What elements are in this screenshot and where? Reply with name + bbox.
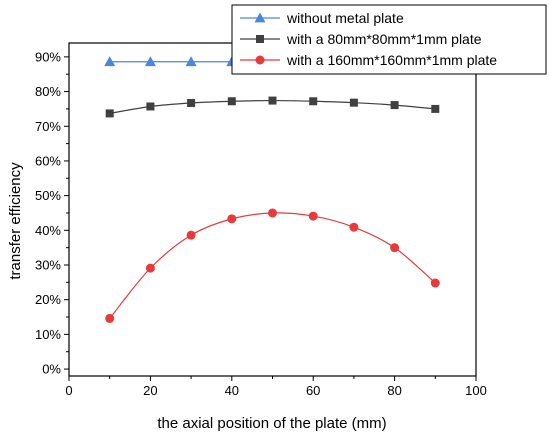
data-point <box>431 104 440 113</box>
data-point <box>349 98 358 107</box>
data-point <box>104 56 116 67</box>
y-tick-label: 20% <box>35 292 61 307</box>
data-point <box>268 96 277 105</box>
series-layer <box>104 56 441 323</box>
legend-label: with a 160mm*160mm*1mm plate <box>286 52 497 68</box>
data-point <box>144 56 156 67</box>
series-3 <box>105 208 440 323</box>
axes: 0 20 40 60 80 100 0% 10% 20% 30% 40% 50% 60% 70% 80% 90… <box>35 42 487 398</box>
legend-box <box>231 4 547 75</box>
data-point <box>390 101 399 110</box>
data-point <box>187 99 196 108</box>
data-point <box>309 97 318 106</box>
data-point <box>227 97 236 106</box>
data-point <box>227 214 237 224</box>
data-point <box>186 230 196 240</box>
series-line <box>109 212 436 319</box>
legend-marker <box>254 12 266 23</box>
y-axis-title: transfer efficiency <box>7 162 24 280</box>
y-tick-label: 10% <box>35 327 61 342</box>
x-tick-label: 80 <box>387 383 401 398</box>
data-point <box>268 208 277 218</box>
legend-marker <box>256 35 264 43</box>
legend-item-2: with a 80mm*80mm*1mm plate <box>240 31 482 47</box>
legend-label: without metal plate <box>286 10 404 26</box>
x-axis-title: the axial position of the plate (mm) <box>157 415 386 432</box>
x-tick-label: 60 <box>306 383 320 398</box>
y-tick-label: 90% <box>35 49 61 64</box>
data-point <box>146 102 155 111</box>
legend-label: with a 80mm*80mm*1mm plate <box>286 31 482 47</box>
data-point <box>430 278 440 288</box>
data-point <box>185 56 197 67</box>
data-point <box>349 222 359 232</box>
y-tick-label: 30% <box>35 258 61 273</box>
y-tick-label: 60% <box>35 153 61 168</box>
y-tick-label: 40% <box>35 223 61 238</box>
legend-marker <box>255 55 265 65</box>
y-tick-label: 80% <box>35 84 61 99</box>
y-tick-label: 0% <box>42 362 61 377</box>
y-tick-label: 70% <box>35 119 61 134</box>
x-tick-label: 40 <box>225 383 239 398</box>
data-point <box>105 313 115 323</box>
x-tick-label: 100 <box>465 383 487 398</box>
series-2 <box>105 96 440 118</box>
data-point <box>105 109 114 118</box>
y-tick-label: 50% <box>35 188 61 203</box>
x-tick-label: 0 <box>65 383 72 398</box>
data-point <box>390 243 400 253</box>
data-point <box>308 211 318 221</box>
legend-item-1: without metal plate <box>240 10 404 26</box>
x-tick-label: 20 <box>143 383 157 398</box>
legend-item-3: with a 160mm*160mm*1mm plate <box>240 52 497 68</box>
data-point <box>145 263 155 273</box>
legend: without metal plate with a 80mm*80mm*1mm … <box>231 4 547 75</box>
